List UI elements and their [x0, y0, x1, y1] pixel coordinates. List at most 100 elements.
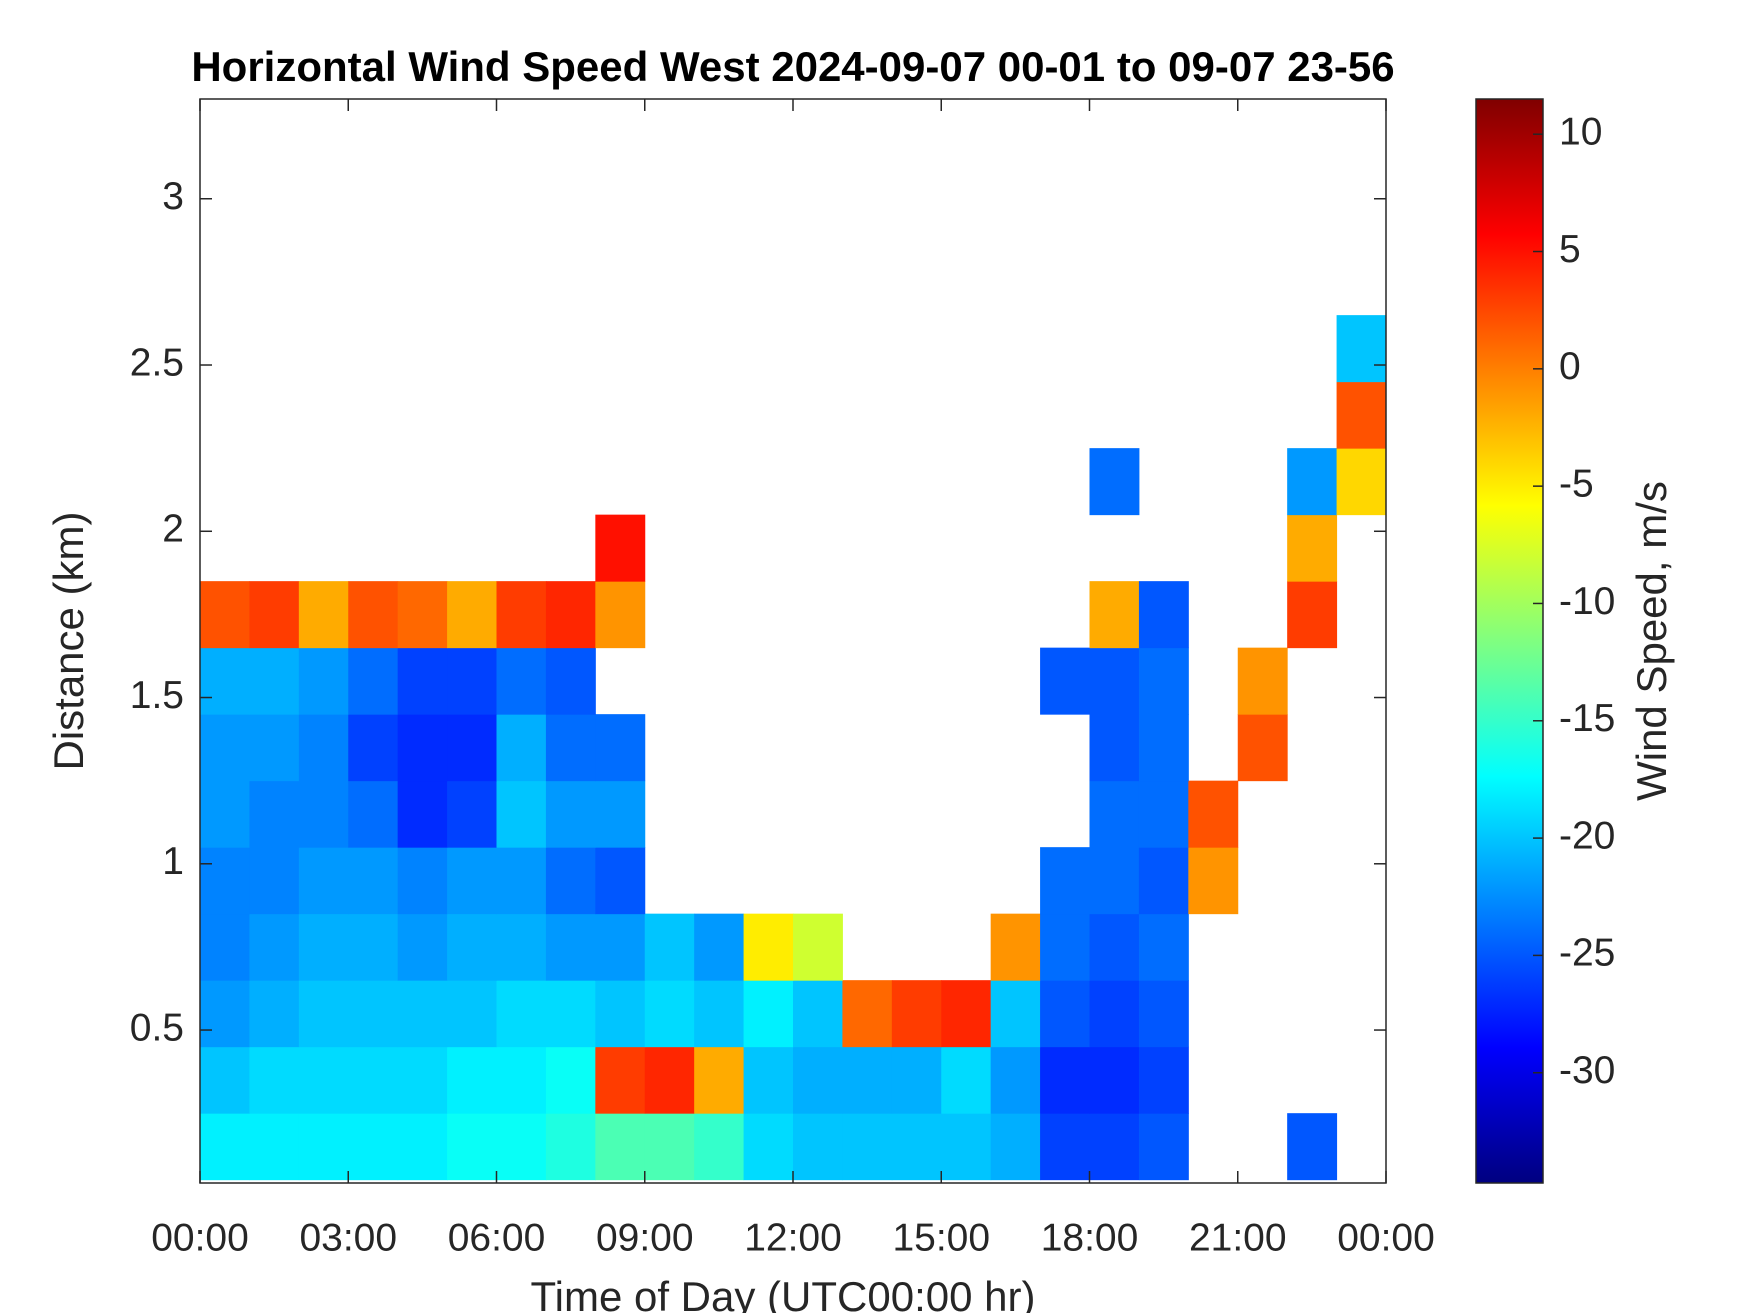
heatmap-cell — [348, 780, 399, 848]
heatmap-cell — [644, 1113, 695, 1181]
heatmap-cell — [1040, 847, 1090, 915]
heatmap-cell — [496, 1113, 547, 1181]
heatmap-cell — [298, 1046, 349, 1114]
heatmap-cell — [496, 647, 547, 715]
heatmap-cell — [298, 847, 349, 915]
heatmap-cell — [348, 1113, 399, 1181]
heatmap-cell — [595, 980, 646, 1048]
heatmap-cell — [595, 514, 646, 582]
heatmap-cell — [1287, 581, 1338, 649]
heatmap-cell — [348, 913, 399, 981]
colorbar-tick-label: -15 — [1559, 697, 1615, 740]
colorbar — [1475, 98, 1544, 1184]
heatmap-cell — [1089, 1046, 1140, 1114]
heatmap-cell — [1336, 315, 1387, 383]
heatmap-cell — [397, 1113, 448, 1181]
heatmap-cell — [595, 1113, 646, 1181]
heatmap-cell — [298, 913, 349, 981]
heatmap-cell — [249, 1046, 300, 1114]
heatmap-cell — [200, 847, 250, 915]
heatmap-cell — [447, 647, 497, 715]
x-tick-label: 09:00 — [596, 1216, 694, 1259]
heatmap-cell — [200, 1046, 250, 1114]
heatmap-cell — [644, 1046, 695, 1114]
y-tick-label: 3 — [162, 175, 184, 218]
heatmap-cell — [842, 980, 893, 1048]
heatmap-cell — [249, 980, 300, 1048]
heatmap-cell — [496, 980, 547, 1048]
x-tick-label: 12:00 — [744, 1216, 842, 1259]
colorbar-tick-label: 5 — [1559, 228, 1581, 271]
heatmap-cell — [397, 780, 448, 848]
heatmap-cell — [447, 980, 497, 1048]
heatmap-cell — [545, 847, 596, 915]
heatmap-cell — [941, 1046, 992, 1114]
heatmap-cell — [397, 913, 448, 981]
heatmap-cell — [644, 913, 695, 981]
heatmap-cell — [249, 647, 300, 715]
heatmap-cell — [200, 913, 250, 981]
heatmap-cell — [348, 847, 399, 915]
heatmap-cell — [1336, 448, 1387, 516]
heatmap-cell — [1237, 714, 1288, 782]
heatmap-cell — [1040, 913, 1090, 981]
colorbar-tick-label: -25 — [1559, 932, 1615, 975]
heatmap-cell — [1089, 913, 1140, 981]
heatmap-cell — [1138, 847, 1189, 915]
heatmap-cell — [298, 647, 349, 715]
heatmap-cell — [595, 780, 646, 848]
heatmap-cell — [1138, 647, 1189, 715]
heatmap-cell — [891, 1113, 942, 1181]
heatmap-cell — [595, 714, 646, 782]
heatmap-cell — [1040, 647, 1090, 715]
heatmap-cell — [200, 714, 250, 782]
x-axis-label: Time of Day (UTC00:00 hr) — [531, 1273, 1036, 1313]
heatmap-cell — [545, 714, 596, 782]
heatmap-cell — [545, 1046, 596, 1114]
heatmap-cell — [595, 1046, 646, 1114]
y-tick-label: 1.5 — [130, 674, 184, 717]
heatmap-cell — [447, 1046, 497, 1114]
heatmap-cell — [743, 913, 794, 981]
heatmap-cell — [1089, 1113, 1140, 1181]
y-tick-label: 0.5 — [130, 1006, 184, 1049]
heatmap-cell — [348, 980, 399, 1048]
heatmap-cell — [595, 581, 646, 649]
heatmap-cell — [1138, 1113, 1189, 1181]
heatmap-cell — [1287, 1113, 1338, 1181]
heatmap-cell — [348, 714, 399, 782]
heatmap-cell — [990, 1046, 1041, 1114]
heatmap-cell — [249, 714, 300, 782]
heatmap-cell — [595, 847, 646, 915]
heatmap-cell — [694, 1046, 745, 1114]
heatmap-cell — [941, 1113, 992, 1181]
heatmap-cell — [990, 980, 1041, 1048]
heatmap-cell — [743, 1113, 794, 1181]
chart-title: Horizontal Wind Speed West 2024-09-07 00… — [191, 43, 1394, 90]
heatmap-cell — [447, 581, 497, 649]
heatmap-cell — [249, 780, 300, 848]
heatmap-cell — [842, 1113, 893, 1181]
y-axis-label: Distance (km) — [45, 511, 92, 770]
heatmap-cell — [496, 780, 547, 848]
heatmap-cell — [397, 980, 448, 1048]
heatmap-cell — [496, 1046, 547, 1114]
heatmap-cell — [397, 1046, 448, 1114]
x-tick-label: 00:00 — [1337, 1216, 1435, 1259]
heatmap-cell — [1188, 780, 1239, 848]
x-tick-label: 15:00 — [892, 1216, 990, 1259]
colorbar-tick-label: -10 — [1559, 580, 1615, 623]
heatmap-cell — [545, 581, 596, 649]
heatmap-cell — [447, 780, 497, 848]
y-tick-label: 2.5 — [130, 341, 184, 384]
heatmap-cell — [249, 581, 300, 649]
heatmap-cell — [545, 647, 596, 715]
heatmap-cell — [545, 913, 596, 981]
heatmap-cell — [447, 1113, 497, 1181]
heatmap-cell — [496, 581, 547, 649]
heatmap-cell — [694, 980, 745, 1048]
heatmap-cell — [891, 1046, 942, 1114]
heatmap-cell — [447, 847, 497, 915]
x-tick-label: 18:00 — [1041, 1216, 1139, 1259]
